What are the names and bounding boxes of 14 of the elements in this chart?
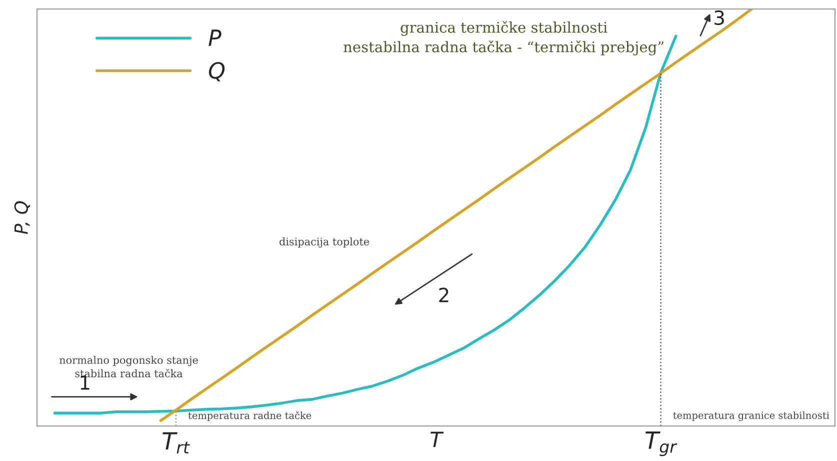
- annotation: 3: [714, 10, 724, 26]
- annotation: granica termičke stabilnosti nestabilna radna tačka - “termički prebjeg”: [344, 20, 664, 56]
- annotation: 1: [80, 375, 90, 390]
- annotation: disipacija toplote: [280, 237, 370, 248]
- legend-label: Q: [208, 62, 225, 82]
- ref-line-label: temperatura radne tačke: [188, 411, 312, 421]
- legend-label: P: [208, 30, 222, 46]
- ref-line-label: temperatura granice stabilnosti: [673, 411, 830, 421]
- x-tick-label: T$_{gr}$: [645, 432, 678, 456]
- annotation: normalno pogonsko stanje stabilna radna tačka: [59, 356, 198, 378]
- y-axis-title: P, Q: [14, 201, 30, 234]
- annotation: 2: [439, 288, 448, 302]
- x-tick-label: T$_{rt}$: [162, 432, 190, 454]
- x-axis-title: T: [430, 432, 444, 447]
